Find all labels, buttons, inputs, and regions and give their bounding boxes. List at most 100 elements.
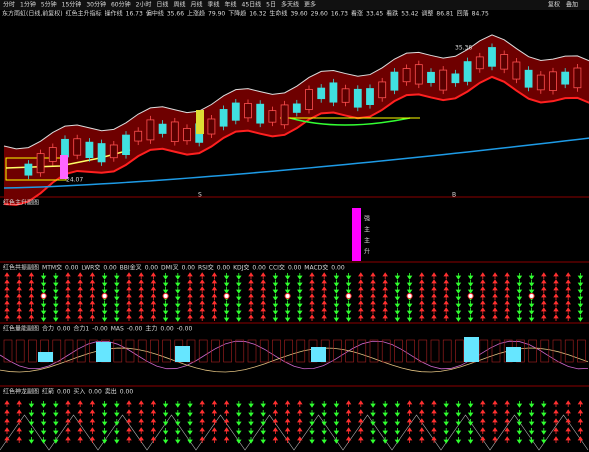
arrow bbox=[211, 286, 218, 293]
arrow bbox=[53, 428, 59, 435]
arrow bbox=[345, 273, 352, 280]
info-value: 33.45 bbox=[366, 11, 383, 18]
arrow bbox=[492, 409, 498, 416]
arrow bbox=[284, 436, 291, 443]
arrow bbox=[223, 409, 230, 416]
arrow bbox=[162, 287, 169, 294]
arrow bbox=[345, 436, 352, 443]
arrow bbox=[480, 286, 486, 293]
arrow bbox=[126, 314, 132, 321]
toolbar-item[interactable]: 30分钟 bbox=[86, 1, 106, 9]
arrow bbox=[467, 401, 474, 408]
arrow bbox=[65, 300, 71, 307]
info-label: 下降趋 bbox=[228, 10, 246, 18]
arrow bbox=[553, 409, 559, 416]
candle bbox=[463, 61, 472, 82]
arrow bbox=[114, 308, 120, 315]
toolbar-item[interactable]: 1分钟 bbox=[20, 1, 36, 9]
arrow bbox=[528, 437, 535, 444]
arrow bbox=[223, 308, 230, 315]
arrow bbox=[272, 400, 279, 407]
arrow bbox=[150, 307, 157, 314]
arrow bbox=[223, 287, 230, 294]
arrow bbox=[309, 286, 315, 293]
arrow bbox=[455, 428, 462, 435]
arrow bbox=[382, 314, 388, 321]
arrow bbox=[528, 280, 535, 287]
candle bbox=[244, 103, 252, 119]
toolbar-item[interactable]: 季线 bbox=[207, 1, 219, 9]
toolbar-item[interactable]: 月线 bbox=[190, 1, 202, 9]
candle bbox=[305, 89, 313, 110]
arrow bbox=[541, 300, 547, 307]
arrow bbox=[272, 287, 279, 294]
toolbar-item[interactable]: 45日线 bbox=[242, 1, 262, 9]
arrow bbox=[28, 272, 35, 279]
vol-bar bbox=[455, 339, 464, 363]
arrow bbox=[492, 314, 498, 321]
toolbar-item[interactable]: 5日 bbox=[266, 2, 276, 9]
arrow bbox=[28, 437, 35, 444]
arrow bbox=[77, 272, 83, 279]
toolbar-item[interactable]: 周线 bbox=[173, 1, 185, 9]
toolbar-item[interactable]: 分时 bbox=[3, 1, 15, 9]
arrow bbox=[358, 436, 364, 443]
arrow bbox=[321, 428, 327, 435]
arrow bbox=[309, 314, 315, 321]
arrow bbox=[187, 419, 193, 426]
arrow bbox=[89, 293, 96, 300]
toolbar-item[interactable]: 60分钟 bbox=[111, 1, 131, 9]
arrow bbox=[199, 427, 205, 434]
arrow bbox=[223, 273, 230, 280]
info-value: 29.60 bbox=[311, 11, 328, 18]
arrow bbox=[370, 307, 376, 314]
arrow bbox=[443, 286, 449, 293]
vol-block bbox=[506, 347, 521, 362]
highlight-bar bbox=[60, 155, 68, 179]
arrow bbox=[236, 287, 242, 294]
arrow bbox=[406, 273, 413, 280]
toolbar-item[interactable]: 5分钟 bbox=[41, 1, 57, 9]
toolbar-item[interactable]: 多天线 bbox=[281, 1, 299, 9]
arrow bbox=[138, 314, 144, 321]
panel-value: 0.00 bbox=[57, 326, 71, 333]
toolbar-right[interactable]: 复权 bbox=[548, 1, 560, 9]
panel-label: MAS bbox=[111, 326, 124, 333]
arrow bbox=[516, 419, 523, 426]
panel-value: 0.00 bbox=[288, 265, 302, 272]
panel-label: 合力1 bbox=[73, 325, 89, 333]
arrow bbox=[16, 427, 22, 434]
arrow bbox=[309, 410, 315, 417]
toolbar-right[interactable]: 叠加 bbox=[566, 1, 578, 9]
toolbar-item[interactable]: 2小时 bbox=[136, 1, 152, 9]
arrow bbox=[65, 400, 71, 407]
arrow bbox=[223, 280, 230, 287]
arrow bbox=[492, 307, 498, 314]
toolbar-item[interactable]: 更多 bbox=[304, 1, 316, 9]
toolbar-item[interactable]: 15分钟 bbox=[62, 1, 82, 9]
arrow bbox=[211, 300, 218, 307]
signal-tag: 强 bbox=[364, 216, 370, 223]
arrow bbox=[248, 293, 254, 300]
toolbar-item[interactable]: 年线 bbox=[224, 1, 236, 9]
arrow bbox=[114, 294, 120, 301]
arrow bbox=[16, 286, 22, 293]
arrow bbox=[528, 410, 535, 417]
arrow bbox=[333, 428, 340, 435]
arrow bbox=[211, 418, 218, 425]
candle bbox=[292, 103, 301, 113]
candle bbox=[549, 71, 557, 91]
arrow bbox=[431, 409, 437, 416]
arrow bbox=[577, 308, 584, 315]
toolbar-item[interactable]: 日线 bbox=[156, 1, 168, 9]
arrow bbox=[358, 307, 364, 314]
arrow bbox=[553, 427, 559, 434]
arrow bbox=[553, 400, 559, 407]
arrow bbox=[431, 314, 437, 321]
arrow bbox=[199, 418, 205, 425]
arrow bbox=[370, 428, 376, 435]
arrow bbox=[126, 300, 132, 307]
vol-bar bbox=[333, 339, 342, 363]
arrow bbox=[504, 314, 510, 321]
panel-title: 红色神龙副图 bbox=[3, 388, 39, 396]
